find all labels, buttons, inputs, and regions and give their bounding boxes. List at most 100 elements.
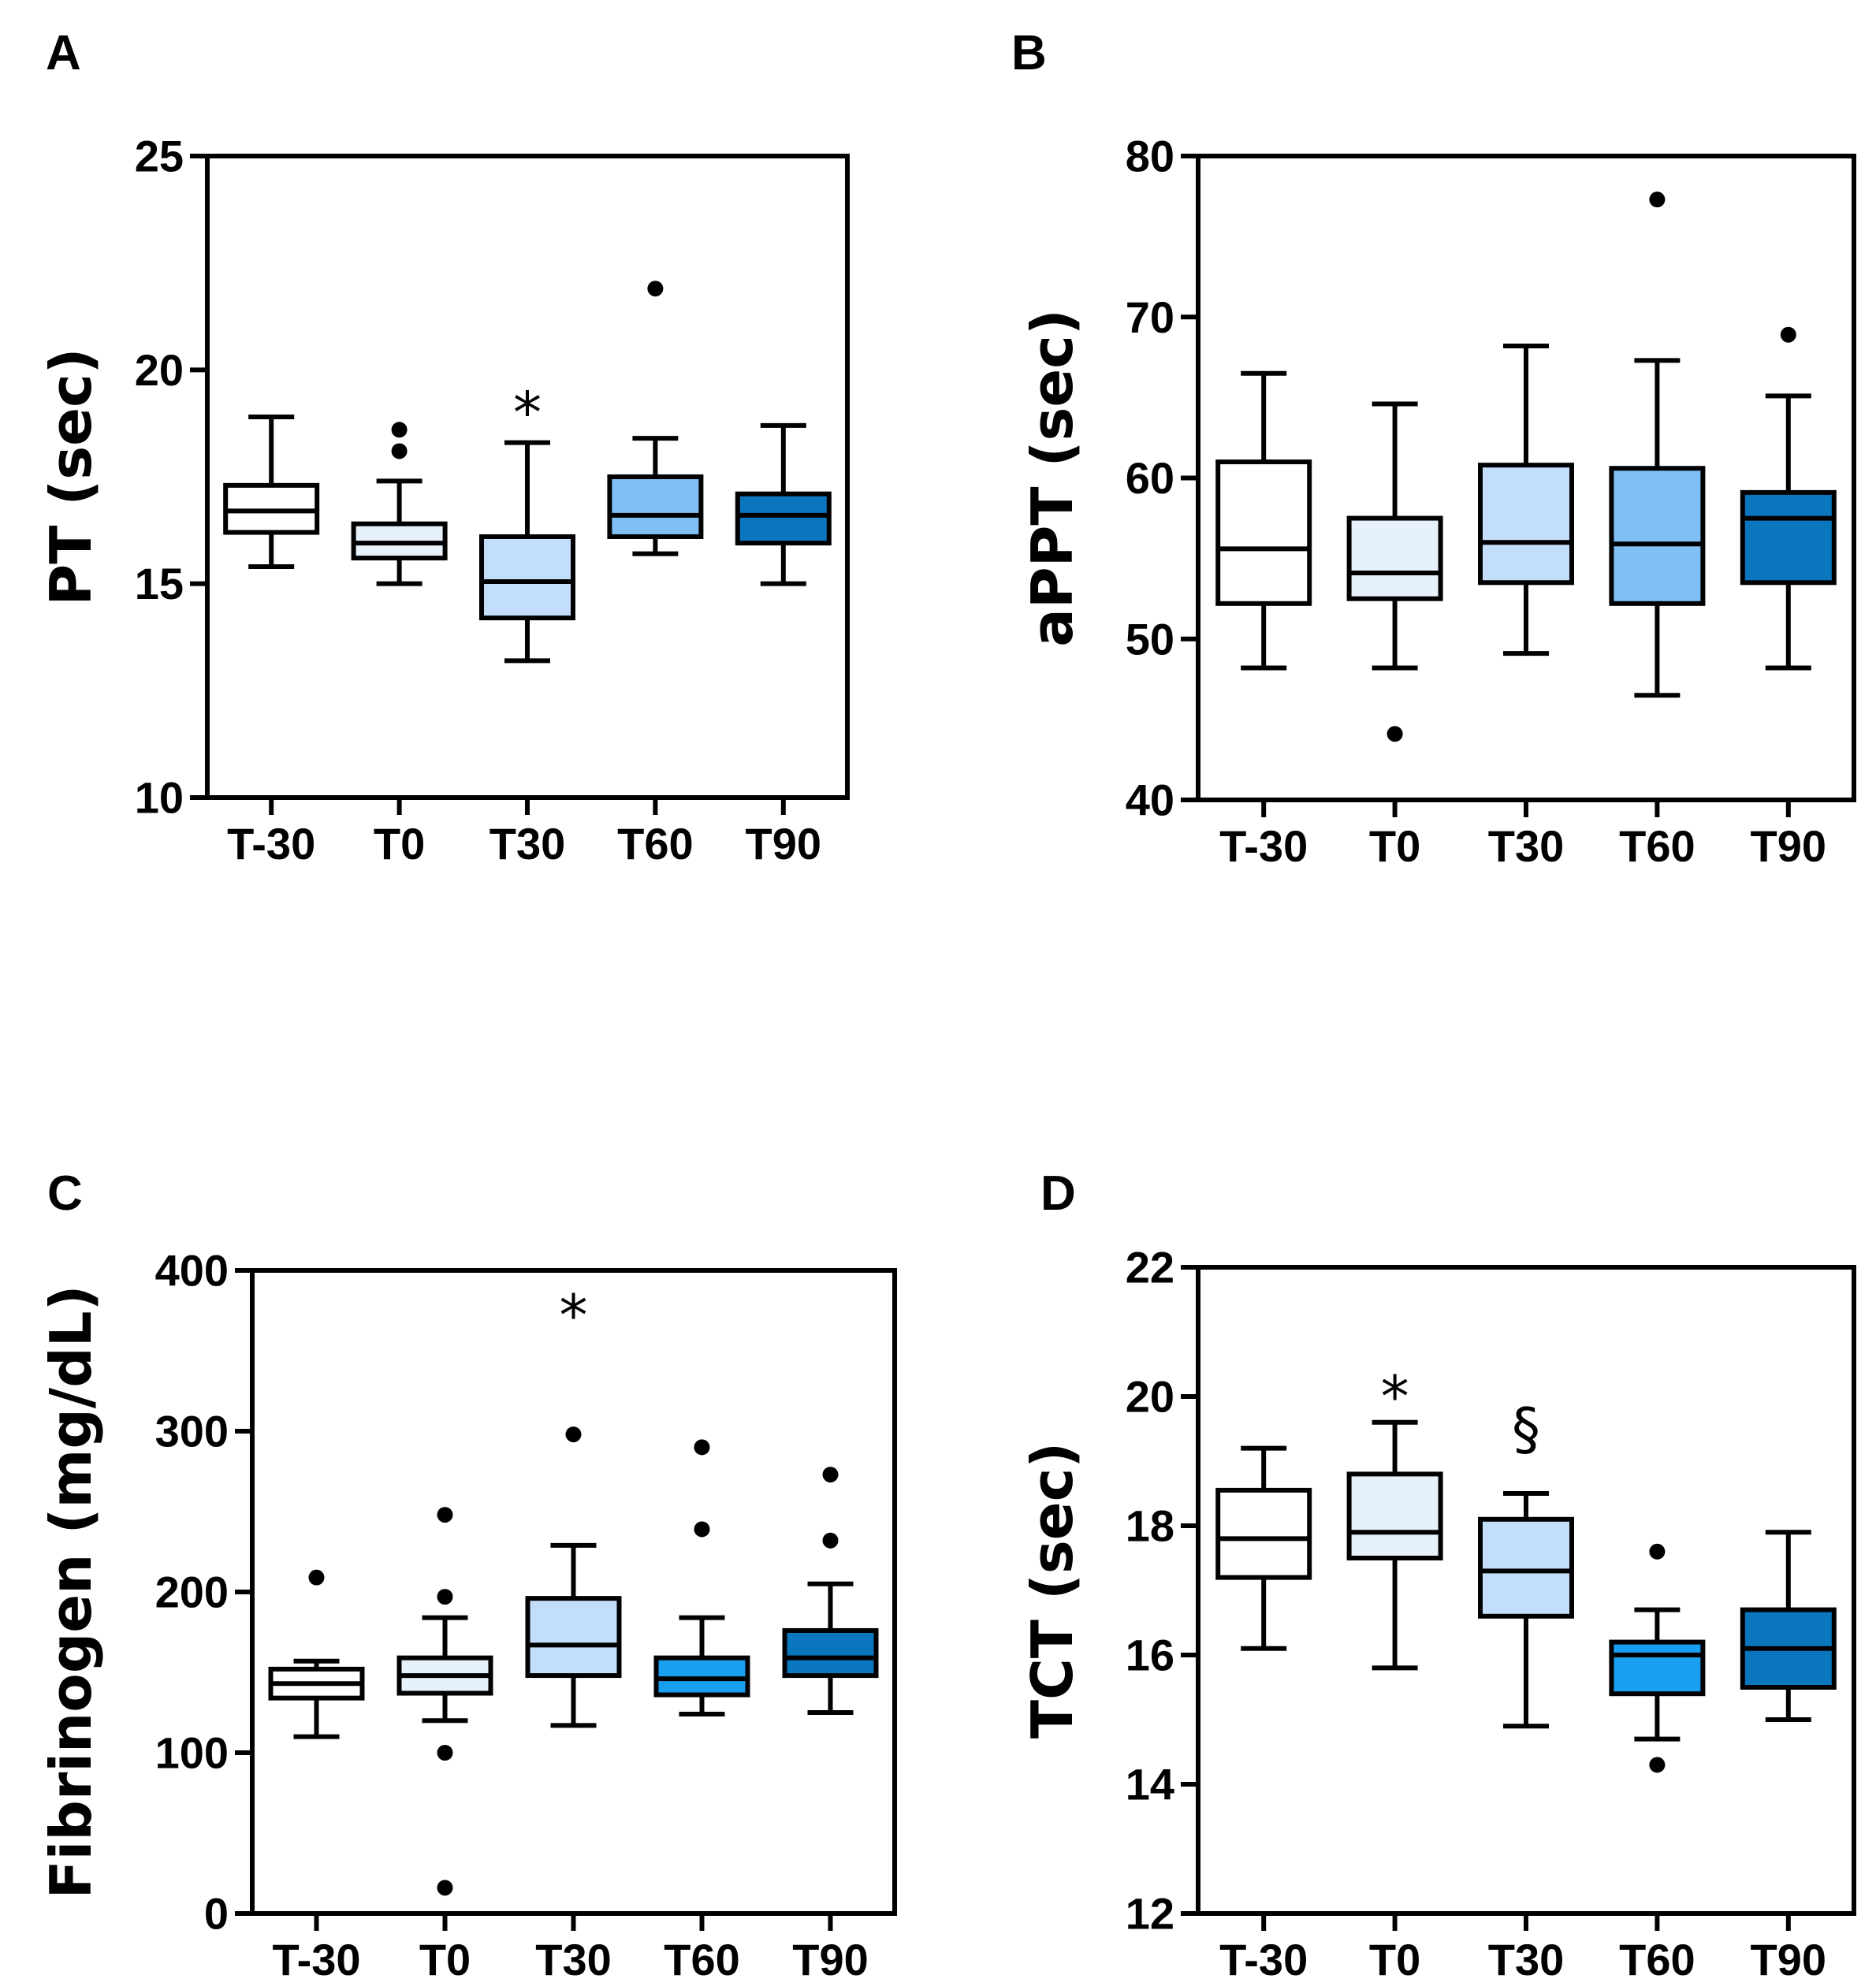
- y-tick-label: 10: [135, 773, 184, 823]
- iqr-box: [1478, 1516, 1574, 1619]
- x-tick-label: T0: [374, 819, 425, 868]
- y-axis-title: PT (sec): [38, 348, 104, 605]
- panel-a: A PT (sec) 10 15 20 25 T-30 T0 T30 T60 T90 *: [38, 26, 850, 868]
- panel-label: C: [47, 1166, 83, 1221]
- outlier-point: [647, 281, 664, 297]
- iqr-box: [1215, 1487, 1312, 1580]
- iqr-box: [1609, 466, 1706, 606]
- x-tick-label: T60: [617, 819, 694, 868]
- outlier-point: [308, 1569, 325, 1586]
- outlier-point: [694, 1439, 710, 1456]
- y-tick-label: 300: [155, 1407, 229, 1456]
- y-tick-label: 12: [1126, 1889, 1174, 1939]
- box-t0: [351, 422, 448, 586]
- x-tick-label: T30: [1488, 821, 1565, 871]
- box-t-30: [223, 415, 320, 569]
- significance-marker: §: [1512, 1396, 1540, 1462]
- y-tick-label: 15: [135, 559, 184, 608]
- box-t60: [653, 1439, 750, 1717]
- y-tick-label: 70: [1126, 292, 1174, 342]
- significance-marker: *: [513, 380, 542, 446]
- box-t-30: [268, 1569, 365, 1739]
- x-tick-label: T0: [419, 1935, 471, 1984]
- box-t0: [396, 1507, 493, 1896]
- y-tick-label: 80: [1126, 132, 1174, 181]
- iqr-box: [1215, 459, 1312, 606]
- outlier-point: [694, 1521, 710, 1538]
- iqr-box: [1740, 489, 1837, 586]
- y-tick-label: 22: [1126, 1243, 1174, 1292]
- box-t90: [782, 1467, 879, 1715]
- y-axis-title: aPPT (sec): [1019, 309, 1085, 646]
- iqr-box: [1346, 515, 1443, 601]
- outlier-point: [437, 1507, 453, 1523]
- box-t30: [479, 440, 575, 664]
- y-tick-label: 16: [1126, 1631, 1174, 1680]
- outlier-point: [391, 443, 408, 459]
- iqr-box: [607, 474, 704, 539]
- x-tick-label: T0: [1369, 821, 1420, 871]
- iqr-box: [1478, 463, 1574, 586]
- outlier-point: [1649, 1757, 1666, 1773]
- iqr-box: [1609, 1639, 1706, 1697]
- y-axis-title: Fibrinogen (mg/dL): [38, 1285, 104, 1899]
- box-t60: [1609, 192, 1706, 698]
- y-tick-label: 50: [1126, 614, 1174, 664]
- outlier-point: [437, 1880, 453, 1896]
- box-t30: [1478, 1491, 1574, 1729]
- box-t90: [1740, 326, 1837, 671]
- iqr-box: [1346, 1471, 1443, 1561]
- y-tick-label: 18: [1126, 1501, 1174, 1551]
- x-tick-label: T90: [1751, 821, 1827, 871]
- iqr-box: [653, 1655, 750, 1698]
- box-t0: [1346, 1419, 1443, 1671]
- outlier-point: [437, 1589, 453, 1605]
- box-t30: [525, 1426, 622, 1728]
- iqr-box: [735, 491, 832, 546]
- box-t90: [1740, 1530, 1837, 1722]
- x-tick-label: T-30: [272, 1935, 360, 1984]
- y-tick-label: 60: [1126, 453, 1174, 503]
- outlier-point: [437, 1745, 453, 1761]
- iqr-box: [782, 1627, 879, 1679]
- box-t60: [607, 281, 704, 556]
- box-t-30: [1215, 370, 1312, 671]
- x-tick-label: T30: [1488, 1935, 1565, 1984]
- x-tick-label: T90: [1751, 1935, 1827, 1984]
- panel-c: C Fibrinogen (mg/dL) 0 100 200 300 400 T-30 T0 T3…: [38, 1166, 897, 1984]
- x-tick-label: T90: [746, 819, 822, 868]
- outlier-point: [1649, 1543, 1666, 1560]
- outlier-point: [1387, 726, 1403, 742]
- x-tick-label: T30: [535, 1935, 612, 1984]
- y-tick-label: 200: [155, 1568, 229, 1617]
- significance-marker: *: [560, 1282, 588, 1348]
- y-tick-label: 20: [1126, 1372, 1174, 1422]
- x-tick-label: T60: [1619, 821, 1695, 871]
- y-tick-label: 40: [1126, 775, 1174, 825]
- iqr-box: [479, 534, 575, 621]
- y-tick-label: 20: [135, 345, 184, 395]
- x-tick-label: T60: [664, 1935, 740, 1984]
- panel-d: D TCT (sec) 12 14 16 18 20 22 T-30 T0 T30 T60 T90 * §: [1019, 1166, 1856, 1984]
- box-t0: [1346, 401, 1443, 742]
- y-tick-label: 100: [155, 1728, 229, 1778]
- iqr-box: [525, 1596, 622, 1679]
- box-t90: [735, 422, 832, 586]
- box-t60: [1609, 1543, 1706, 1773]
- y-tick-label: 25: [135, 132, 184, 181]
- outlier-point: [822, 1532, 839, 1549]
- y-tick-label: 14: [1126, 1760, 1174, 1809]
- x-tick-label: T60: [1619, 1935, 1695, 1984]
- y-tick-label: 0: [204, 1889, 229, 1939]
- x-tick-label: T-30: [1219, 1935, 1308, 1984]
- outlier-point: [1780, 326, 1796, 343]
- outlier-point: [822, 1467, 839, 1483]
- x-tick-label: T30: [489, 819, 566, 868]
- outlier-point: [391, 422, 408, 438]
- x-tick-label: T-30: [227, 819, 315, 868]
- box-t-30: [1215, 1445, 1312, 1651]
- outlier-point: [565, 1426, 582, 1443]
- x-tick-label: T-30: [1219, 821, 1308, 871]
- outlier-point: [1649, 192, 1666, 208]
